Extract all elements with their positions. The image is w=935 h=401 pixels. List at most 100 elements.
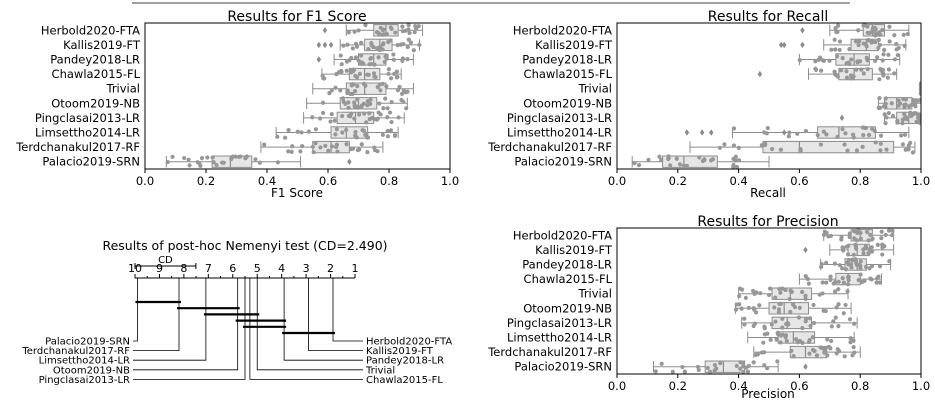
swarm-point (708, 158, 714, 163)
swarm-point (741, 369, 746, 374)
swarm-point (386, 67, 391, 72)
swarm-point (346, 105, 351, 110)
rank-tick-label: 1 (352, 262, 359, 275)
swarm-point (865, 229, 870, 235)
swarm-point (326, 148, 331, 153)
swarm-point (896, 98, 901, 103)
swarm-point (386, 39, 391, 45)
method-leader-right (256, 278, 363, 371)
swarm-point (861, 41, 866, 46)
cd-title: Results of post-hoc Nemenyi test (CD=2.4… (102, 238, 387, 253)
swarm-point (873, 140, 878, 145)
category-label: Pingclasai2013-LR (507, 111, 612, 125)
swarm-point (211, 160, 216, 165)
swarm-point (666, 156, 671, 162)
swarm-point (811, 320, 817, 326)
category-label: Otoom2019-NB (523, 301, 612, 315)
outlier-point (800, 27, 805, 34)
swarm-point (356, 58, 361, 63)
swarm-point (833, 26, 838, 31)
swarm-point (886, 228, 892, 233)
swarm-point (262, 142, 267, 147)
swarm-point (352, 116, 357, 121)
swarm-point (842, 142, 847, 147)
swarm-point (329, 111, 334, 117)
swarm-point (335, 149, 340, 154)
box-row (918, 81, 921, 96)
category-label: Palacio2019-SRN (514, 155, 612, 169)
box-row (303, 110, 405, 125)
swarm-point (901, 32, 906, 37)
swarm-point (826, 234, 831, 239)
precision-frame (616, 227, 922, 375)
swarm-point (846, 257, 852, 263)
swarm-point (791, 354, 796, 359)
swarm-point (800, 340, 805, 346)
swarm-point (772, 305, 777, 310)
swarm-point (807, 337, 812, 343)
swarm-point (867, 30, 872, 36)
swarm-point (863, 264, 869, 270)
swarm-point (877, 264, 883, 269)
box-row (306, 96, 409, 111)
x-tick-label: 1.0 (441, 174, 459, 188)
swarm-point (286, 128, 291, 133)
swarm-point (892, 57, 898, 62)
swarm-point (840, 266, 845, 271)
swarm-point (853, 257, 858, 262)
swarm-point (856, 277, 861, 283)
rank-tick-label: 4 (278, 262, 285, 275)
swarm-point (876, 105, 881, 110)
swarm-point (860, 125, 865, 130)
f1-category-labels: Herbold2020-FTAKallis2019-FTPandey2018-L… (15, 23, 141, 168)
swarm-point (803, 293, 808, 298)
swarm-point (833, 72, 838, 77)
swarm-point (835, 29, 840, 35)
x-tick-label: 0.6 (790, 174, 808, 188)
swarm-point (320, 73, 325, 78)
swarm-point (338, 53, 343, 58)
swarm-point (369, 40, 374, 46)
cd-drawing: CD 10 9 8 7 6 5 4 3 2 1 Palacio2019-SRNTerdchanakul… (21, 255, 452, 386)
swarm-point (773, 319, 778, 324)
swarm-point (388, 76, 394, 81)
rank-tick-label: 10 (128, 262, 142, 275)
swarm-point (361, 128, 366, 134)
swarm-point (395, 43, 400, 48)
swarm-point (850, 132, 856, 137)
swarm-point (848, 336, 853, 341)
swarm-point (849, 262, 854, 267)
swarm-point (787, 130, 792, 135)
precision-tick-labels: 0.0 0.2 0.4 0.6 0.8 1.0 (608, 374, 930, 393)
swarm-point (887, 39, 892, 44)
swarm-point (818, 142, 823, 147)
outlier-point (316, 56, 322, 63)
swarm-point (383, 96, 388, 101)
swarm-point (847, 47, 852, 52)
swarm-point (742, 322, 747, 327)
outlier-point (778, 41, 784, 49)
swarm-point (333, 144, 339, 149)
swarm-point (854, 67, 859, 72)
swarm-point (846, 282, 851, 287)
swarm-point (313, 127, 319, 132)
swarm-point (338, 88, 343, 93)
swarm-point (333, 85, 338, 90)
method-label-left: Terdchanakul2017-RF (21, 346, 130, 357)
swarm-point (397, 84, 402, 89)
swarm-point (884, 115, 889, 120)
swarm-point (833, 315, 838, 320)
swarm-point (318, 116, 323, 121)
swarm-point (354, 44, 360, 49)
swarm-point (367, 62, 372, 67)
recall-category-labels: Herbold2020-FTAKallis2019-FTPandey2018-L… (487, 23, 613, 168)
cd-bar-label: CD (158, 255, 173, 266)
swarm-point (753, 352, 758, 357)
swarm-point (372, 62, 377, 67)
swarm-point (761, 340, 766, 345)
outlier-point (781, 41, 787, 49)
swarm-point (883, 121, 888, 126)
f1-title: Results for F1 Score (227, 9, 366, 25)
swarm-point (318, 145, 323, 150)
swarm-point (882, 47, 887, 53)
